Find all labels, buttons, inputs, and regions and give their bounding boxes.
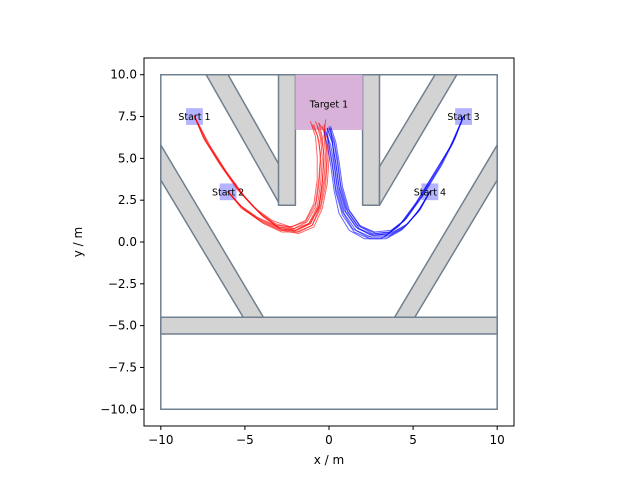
- x-ticks: −10 −5 0 5 10: [148, 426, 505, 447]
- y-tick-label: −7.5: [108, 360, 137, 374]
- red-trajectory-5: [194, 116, 330, 235]
- y-tick-label: 7.5: [118, 110, 137, 124]
- x-tick-label: −10: [148, 433, 173, 447]
- x-tick-label: 10: [490, 433, 505, 447]
- y-tick-label: −5.0: [108, 319, 137, 333]
- start-label-2: Start 2: [212, 187, 244, 198]
- red-trajectory-9: [227, 124, 328, 233]
- obstacle-7: [160, 316, 498, 335]
- annotations-layer: Target 1 Start 1 Start 2 Start 3 Start 4: [178, 99, 479, 198]
- blue-trajectory-1: [326, 116, 464, 236]
- target-region-1: [295, 74, 363, 130]
- start-label-3: Start 3: [447, 112, 479, 123]
- y-tick-label: 5.0: [118, 151, 137, 165]
- obstacle-5: [160, 144, 265, 319]
- arena-boundary: [160, 73, 498, 411]
- y-axis-label: y / m: [71, 227, 85, 257]
- x-axis-label: x / m: [314, 453, 344, 467]
- obstacles-layer: [160, 73, 498, 335]
- obstacle-4: [378, 73, 458, 206]
- y-tick-label: 2.5: [118, 193, 137, 207]
- y-tick-label: 10.0: [110, 68, 137, 82]
- y-tick-label: −2.5: [108, 277, 137, 291]
- red-trajectory-10: [227, 126, 323, 231]
- y-tick-label: 0.0: [118, 235, 137, 249]
- red-trajectory-8: [227, 121, 318, 228]
- obstacle-2: [277, 73, 297, 206]
- trajectories-layer: [194, 116, 464, 240]
- y-tick-label: −10.0: [100, 402, 137, 416]
- x-tick-label: −5: [236, 433, 254, 447]
- blue-trajectory-3: [328, 116, 464, 233]
- x-tick-label: 0: [325, 433, 333, 447]
- blue-trajectory-10: [326, 127, 431, 236]
- arena-layer: [160, 73, 498, 411]
- target-label-1: Target 1: [309, 99, 348, 110]
- obstacle-1: [205, 73, 281, 206]
- x-tick-label: 5: [409, 433, 417, 447]
- start-label-4: Start 4: [414, 187, 446, 198]
- blue-trajectory-4: [323, 116, 464, 240]
- obstacle-3: [361, 73, 381, 206]
- obstacle-6: [393, 144, 498, 319]
- targets-layer: [295, 74, 363, 130]
- y-ticks: −10.0 −7.5 −5.0 −2.5 0.0 2.5 5.0 7.5 10.0: [100, 68, 144, 416]
- start-label-1: Start 1: [178, 112, 210, 123]
